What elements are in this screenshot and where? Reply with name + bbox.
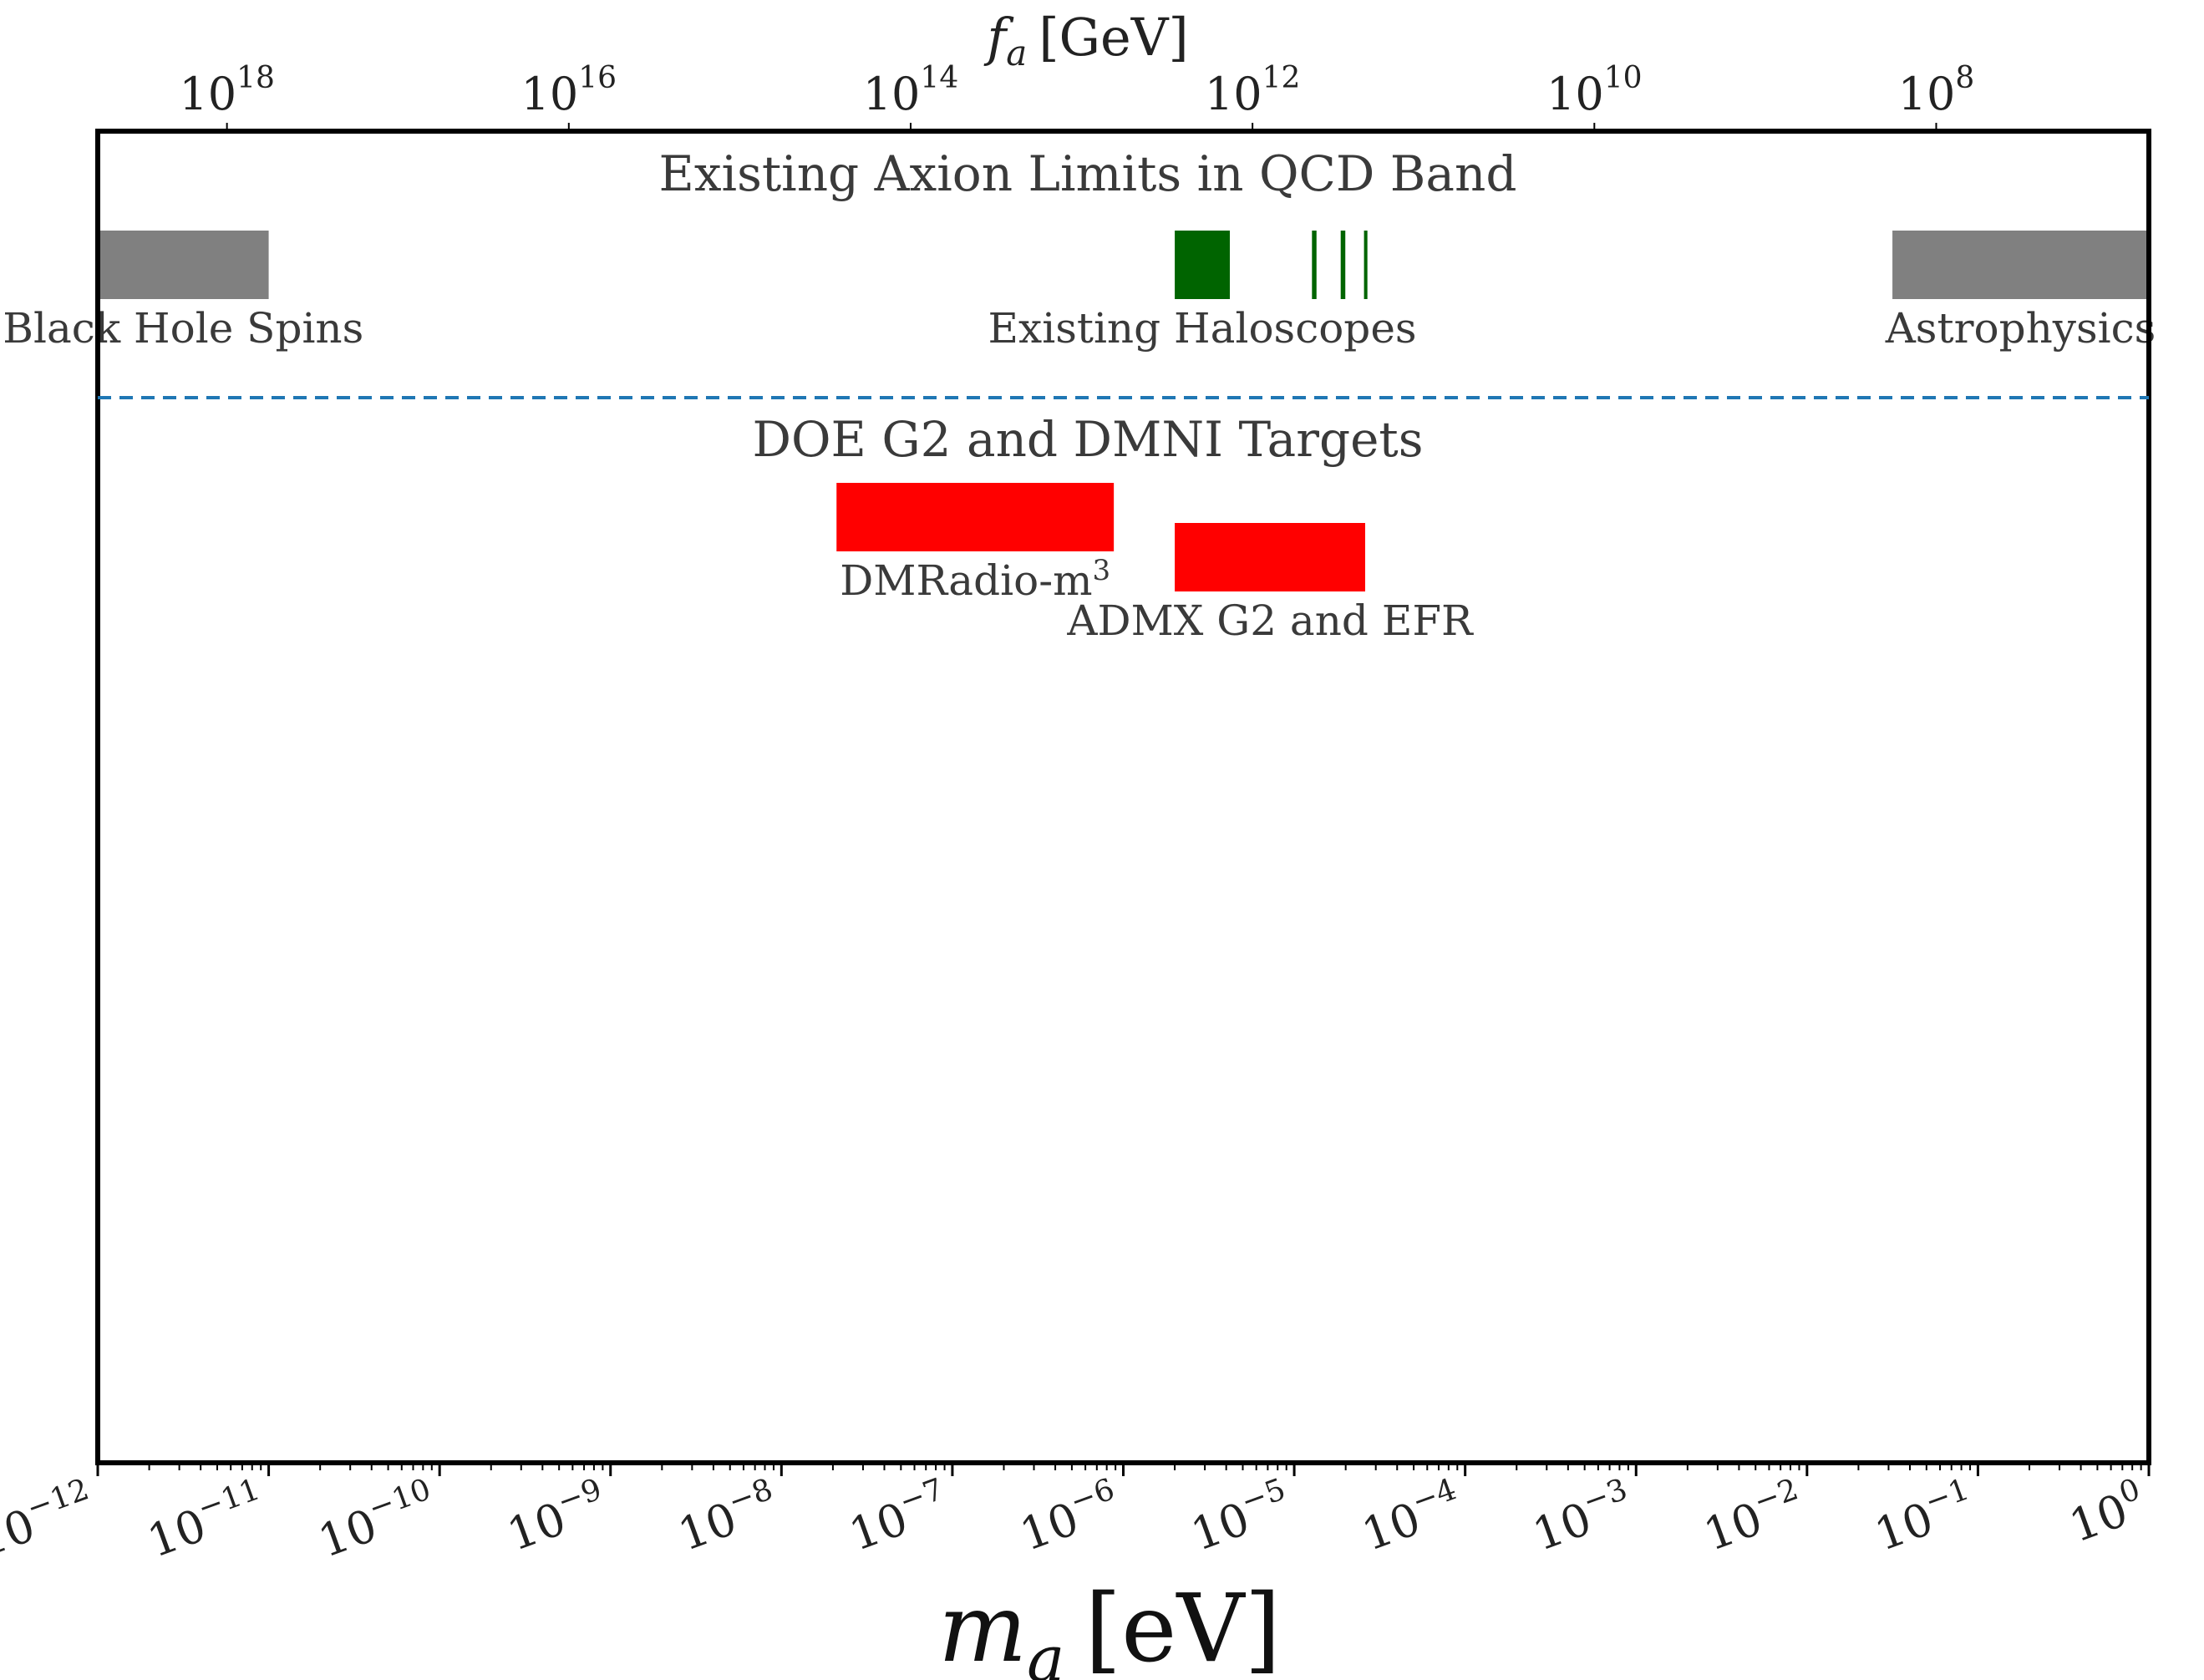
x-tick-label: 10−6 (1012, 1472, 1127, 1561)
bar-label: Existing Haloscopes (988, 304, 1417, 353)
bottom-x-axis: 10−12 10−11 10−10 10−9 10−8 10−7 10−6 10−5 10−4 1… (0, 1463, 2153, 1568)
x-tick-label: 10−3 (1525, 1472, 1640, 1561)
top-x-axis-label: fa [GeV] (983, 7, 1188, 74)
x-tick-label: 10−1 (1866, 1472, 1982, 1561)
x-tick-label: 10−5 (1182, 1472, 1298, 1561)
section-title-existing-limits: Existing Axion Limits in QCD Band (658, 145, 1516, 202)
top-tick-label: 1018 (179, 61, 275, 120)
plot-marks: Black Hole Spins Astrophysics Existing Hal… (3, 231, 2156, 645)
x-tick-label: 10−12 (0, 1472, 101, 1567)
bar-haloscope-line-5 (1364, 231, 1368, 299)
x-tick-label: 10−11 (139, 1472, 272, 1567)
x-tick-label: 10−2 (1695, 1472, 1810, 1561)
bar-dmradio-m (836, 483, 1115, 551)
top-tick-label: 1014 (863, 61, 959, 120)
bar-label: Astrophysics (1885, 304, 2156, 353)
bar-astrophysics (1892, 231, 2149, 299)
top-tick-label: 1012 (1205, 61, 1301, 120)
x-tick-label: 100 (2061, 1472, 2153, 1552)
top-tick-label: 108 (1898, 61, 1975, 120)
bar-black-hole-spins (98, 231, 269, 299)
top-tick-label: 1016 (521, 61, 617, 120)
bar-haloscope-line-4 (1340, 231, 1346, 299)
bar-existing-haloscopes (1175, 231, 1231, 299)
x-tick-label: 10−10 (310, 1472, 444, 1567)
bar-haloscope-line-3 (1312, 231, 1317, 299)
bottom-x-axis-label: ma [eV] (938, 1575, 1281, 1680)
bar-label: DMRadio-m3 (840, 554, 1110, 605)
x-tick-label: 10−8 (670, 1472, 785, 1561)
top-x-axis: 1018 1016 1014 1012 1010 108 (179, 61, 1974, 131)
bar-label: ADMX G2 and EFR (1066, 596, 1474, 645)
section-title-doe-targets: DOE G2 and DMNI Targets (753, 411, 1424, 468)
top-tick-label: 1010 (1546, 61, 1643, 120)
x-tick-label: 10−7 (840, 1472, 956, 1561)
x-tick-label: 10−9 (499, 1472, 614, 1561)
bar-admx-g2-and-efr (1175, 523, 1365, 591)
x-tick-label: 10−4 (1353, 1472, 1469, 1561)
bar-label: Black Hole Spins (3, 304, 363, 353)
